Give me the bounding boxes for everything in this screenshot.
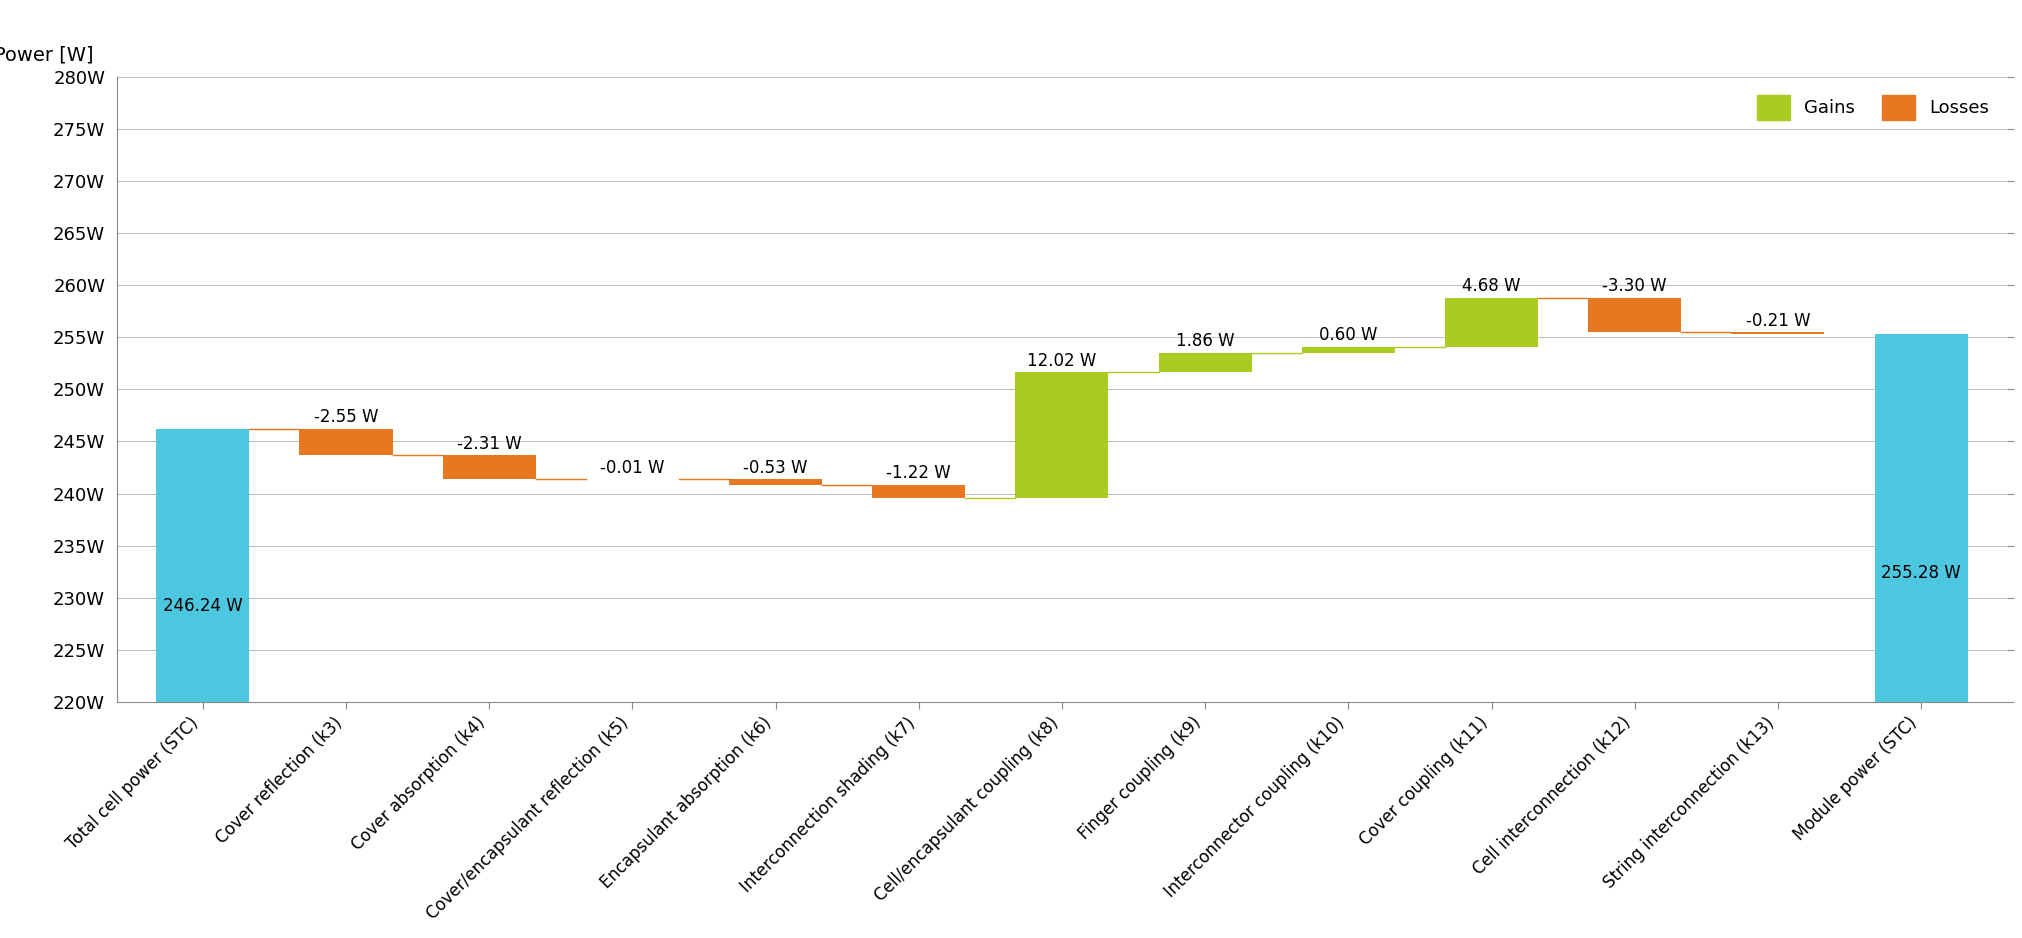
- Text: 4.68 W: 4.68 W: [1462, 278, 1521, 295]
- Bar: [443, 455, 536, 479]
- Bar: [1446, 297, 1539, 346]
- Bar: [730, 479, 823, 485]
- Text: 246.24 W: 246.24 W: [164, 598, 243, 615]
- Text: 255.28 W: 255.28 W: [1880, 565, 1961, 582]
- Text: 0.60 W: 0.60 W: [1318, 326, 1377, 344]
- Bar: [1874, 334, 1967, 702]
- Bar: [1159, 353, 1252, 372]
- Text: -2.31 W: -2.31 W: [457, 434, 522, 452]
- Bar: [1731, 332, 1824, 334]
- Bar: [1302, 346, 1395, 353]
- Text: -0.21 W: -0.21 W: [1745, 311, 1810, 329]
- Bar: [1587, 297, 1680, 332]
- Text: -0.01 W: -0.01 W: [601, 459, 665, 477]
- Text: 12.02 W: 12.02 W: [1027, 352, 1096, 370]
- Text: -2.55 W: -2.55 W: [313, 408, 378, 426]
- Text: 1.86 W: 1.86 W: [1177, 332, 1235, 350]
- Bar: [299, 429, 392, 455]
- Text: -1.22 W: -1.22 W: [886, 464, 950, 482]
- Legend: Gains, Losses: Gains, Losses: [1749, 85, 1998, 129]
- Text: Power [W]: Power [W]: [0, 45, 93, 64]
- Bar: [1015, 372, 1108, 497]
- Bar: [156, 429, 249, 702]
- Text: -0.53 W: -0.53 W: [744, 459, 809, 477]
- Bar: [871, 485, 964, 497]
- Text: -3.30 W: -3.30 W: [1601, 278, 1666, 295]
